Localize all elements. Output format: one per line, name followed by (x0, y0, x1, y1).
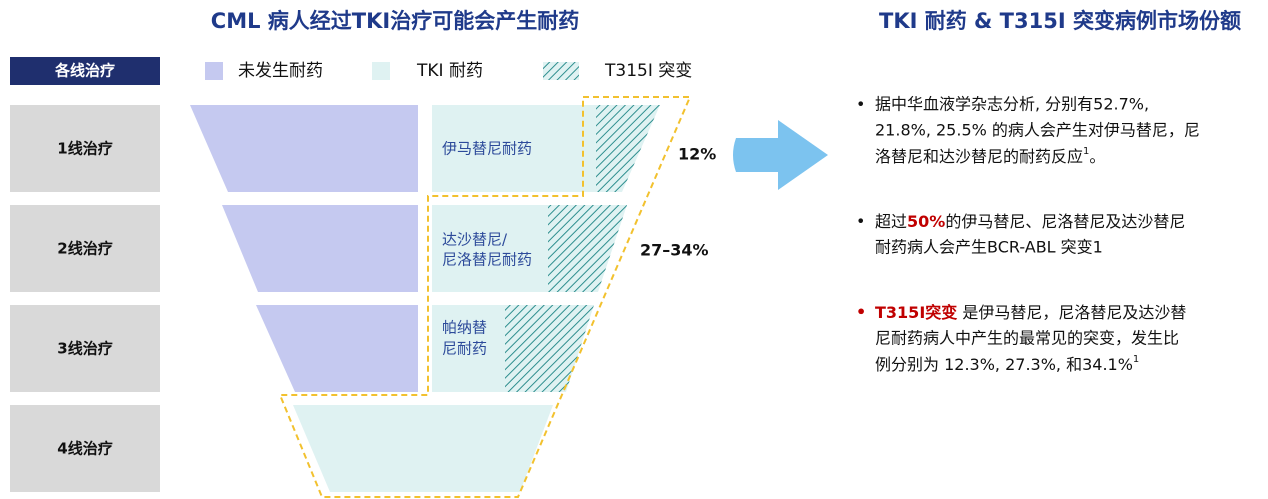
dashed-outline (278, 96, 692, 498)
header: 各线治疗 (54, 62, 115, 80)
funnel-label: 帕纳替 (442, 319, 487, 337)
row-box (10, 305, 160, 392)
fourth-line (293, 405, 553, 492)
row-label: 4线治疗 (57, 440, 112, 458)
bullet-text: 耐药病人会产生BCR-ABL 突变1 (875, 238, 1103, 257)
funnel-label: 尼耐药 (442, 340, 487, 358)
row-label: 1线治疗 (57, 140, 112, 158)
legend-swatch (205, 62, 223, 80)
bullets: • 据中华血液学杂志分析, 分别有52.7%, 21.8%, 25.5% 的病人… (856, 95, 1200, 374)
row-box (10, 405, 160, 492)
t315i (548, 205, 627, 292)
legend: 未发生耐药 TKI 耐药 T315I 突变 (205, 61, 692, 81)
arrow (733, 120, 828, 190)
bullet-text: T315I突变 是伊马替尼，尼洛替尼及达沙替 (875, 303, 1186, 322)
rows: 1线治疗 2线治疗 3线治疗 4线治疗 (10, 105, 160, 492)
legend-swatch (543, 62, 579, 80)
no-resistance (222, 205, 418, 292)
bullet-text: 尼耐药病人中产生的最常见的突变，发生比 (875, 329, 1179, 348)
t315i (596, 105, 660, 192)
bullet-text: 据中华血液学杂志分析, 分别有52.7%, (875, 95, 1149, 114)
row-label: 2线治疗 (57, 240, 112, 258)
bullet-text: 超过50%的伊马替尼、尼洛替尼及达沙替尼 (875, 212, 1185, 231)
row-box (10, 205, 160, 292)
bullet-text: 洛替尼和达沙替尼的耐药反应1。 (875, 146, 1105, 166)
funnel-label: 伊马替尼耐药 (442, 140, 532, 158)
left-title: CML 病人经过TKI治疗可能会产生耐药 (211, 9, 579, 33)
bullet-text: 21.8%, 25.5% 的病人会产生对伊马替尼，尼 (875, 121, 1200, 140)
tki-resistance (432, 105, 596, 192)
percent-label: 27–34% (640, 241, 709, 260)
legend-label: T315I 突变 (604, 61, 692, 81)
tki-resistance (432, 305, 505, 392)
funnel-label: 尼洛替尼耐药 (442, 251, 532, 269)
row-label: 3线治疗 (57, 340, 112, 358)
funnel-label: 达沙替尼/ (442, 231, 508, 249)
legend-label: 未发生耐药 (238, 61, 323, 81)
bullet-dot: • (856, 95, 865, 114)
tki-resistance (432, 205, 548, 292)
bullet-dot: • (856, 212, 865, 231)
legend-label: TKI 耐药 (416, 61, 483, 81)
bullet-text: 例分别为 12.3%, 27.3%, 和34.1%1 (875, 354, 1139, 374)
legend-swatch (372, 62, 390, 80)
t315i (505, 305, 594, 392)
no-resistance (256, 305, 418, 392)
row-box (10, 105, 160, 192)
bullet-dot: • (856, 303, 866, 322)
no-resistance (190, 105, 418, 192)
funnel: 伊马替尼耐药 达沙替尼/ 尼洛替尼耐药 帕纳替 尼耐药 12% 27–34% (190, 96, 716, 498)
percent-label: 12% (678, 145, 716, 164)
right-title: TKI 耐药 & T315I 突变病例市场份额 (879, 9, 1241, 33)
header-box (10, 57, 160, 85)
